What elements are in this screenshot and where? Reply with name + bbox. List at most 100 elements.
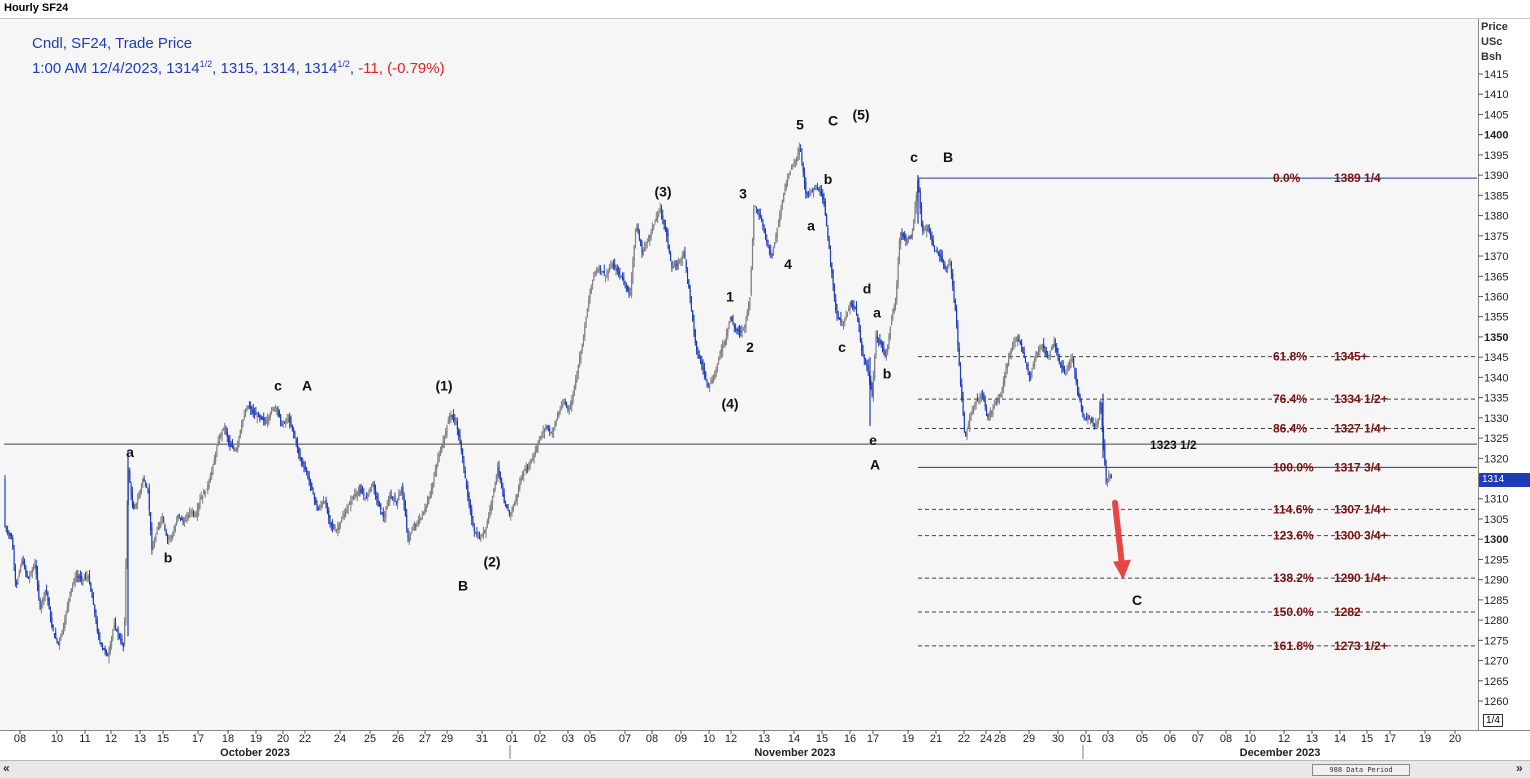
candle-body [43,594,45,602]
title-bar: Hourly SF24 [0,0,1530,19]
candle-body [563,401,565,404]
candle-body [480,537,482,540]
candle-body [130,484,132,494]
x-tick-label: 31 [476,733,488,745]
candle-body [966,429,968,438]
scroll-right-icon[interactable]: » [1516,761,1523,775]
candle-body [317,507,319,511]
x-tick-label: 19 [250,733,262,745]
candle-body [806,193,808,195]
candle-body [204,491,206,496]
candle-body [896,283,898,301]
candle-body [1078,391,1080,397]
data-period-thumb[interactable]: 988 Data Period [1312,764,1410,776]
candle-body [397,498,399,504]
candle-body [21,559,23,565]
scrollbar[interactable]: « 988 Data Period » [0,760,1530,778]
candle-body [941,256,943,263]
candle-body [8,531,10,534]
candle-body [1018,335,1020,341]
candle-body [150,511,152,531]
candle-body [722,346,724,352]
candle-body [332,523,334,527]
candle-body [390,495,392,497]
candle-body [146,486,148,488]
candle-body [131,492,133,506]
candle-body [516,493,518,501]
candle-body [313,494,315,499]
candle-body [737,328,739,332]
candle-body [220,434,222,437]
candle-body [163,518,165,523]
candle-body [144,483,146,485]
candle-body [741,329,743,333]
price-axis[interactable] [1479,19,1530,730]
month-label: November 2023 [754,747,835,759]
candle-body [607,271,609,275]
candle-body [783,192,785,201]
candle-body [1100,402,1102,410]
candle-body [920,205,923,226]
wave-label: d [863,280,872,296]
candle-body [493,489,495,494]
candle-body [508,510,510,514]
candle-body [395,501,397,503]
candle-body [780,206,782,216]
candle-body [658,210,660,212]
candle-body [710,381,712,383]
candle-body [499,471,501,481]
candle-body [961,384,963,400]
candle-body [534,450,536,455]
x-tick-label: 15 [816,733,828,745]
horizontal-line-label: 1323 1/2 [1150,438,1197,452]
candle-body [504,501,507,506]
candle-body [943,263,945,266]
candle-body [745,319,747,328]
candle-body [629,292,631,295]
candle-body [1049,351,1051,356]
candle-body [621,278,624,279]
candle-body [785,183,787,189]
candle-body [788,174,790,178]
candle-body [631,277,633,295]
scroll-left-icon[interactable]: « [3,761,10,775]
candle-body [634,229,637,244]
candle-body [343,514,345,517]
candle-body [1067,366,1069,369]
candle-body [159,522,161,528]
candle-body [861,341,863,351]
wave-label: 1 [726,288,734,304]
x-tick-label: 15 [1361,733,1373,745]
candle-body [803,172,806,184]
candle-body [202,495,204,499]
candle-body [673,266,676,268]
candle-body [664,224,666,230]
candle-body [251,410,253,412]
candle-body [677,263,679,267]
candle-body [564,401,566,404]
wave-label: A [302,377,312,393]
candle-body [269,413,271,418]
candle-body [68,598,70,607]
candle-body [478,535,481,539]
candle-body [1075,374,1077,383]
plot-area[interactable] [0,19,1479,730]
candle-body [165,530,167,536]
candle-body [547,429,549,430]
candle-body [215,453,217,462]
x-tick-label: 24 [980,733,992,745]
candle-body [584,326,586,337]
candle-body [836,310,838,315]
candle-body [429,493,431,499]
candle-body [252,409,254,413]
time-axis[interactable] [0,730,1530,761]
y-tick-label: 1350 [1484,332,1508,344]
candle-body [826,214,828,227]
candle-body [533,453,535,458]
candle-body [403,495,405,506]
fraction-button[interactable]: 1/4 [1483,714,1503,727]
candle-body [888,335,890,346]
x-tick-label: 02 [534,733,546,745]
candle-body [328,510,330,518]
candle-body [624,281,626,284]
